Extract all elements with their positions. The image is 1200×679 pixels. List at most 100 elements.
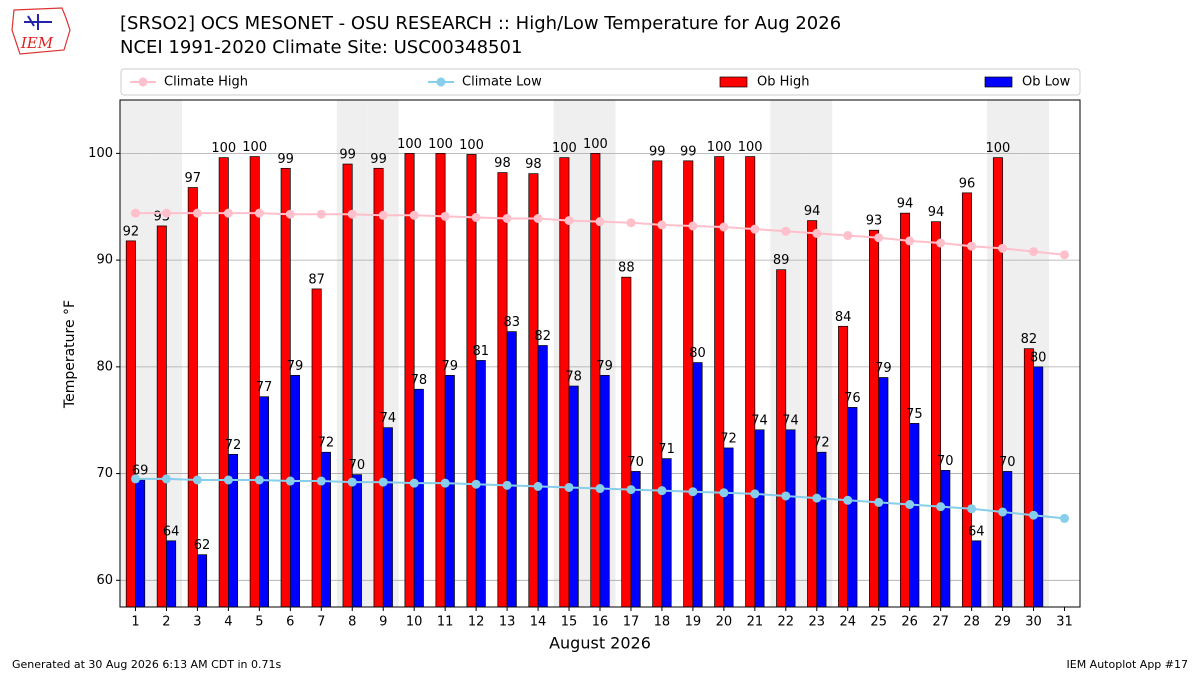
x-tick-label: 23 bbox=[809, 615, 826, 630]
legend-label: Ob High bbox=[757, 75, 810, 90]
x-tick-label: 13 bbox=[499, 615, 516, 630]
x-tick-label: 5 bbox=[255, 615, 263, 630]
bar bbox=[745, 156, 756, 608]
bar bbox=[466, 154, 477, 608]
bar-value-label: 100 bbox=[397, 137, 422, 152]
y-tick-label: 80 bbox=[96, 359, 113, 374]
x-tick-label: 31 bbox=[1056, 615, 1073, 630]
bar bbox=[869, 229, 880, 608]
footer-left: Generated at 30 Aug 2026 6:13 AM CDT in … bbox=[12, 658, 281, 671]
x-tick-label: 25 bbox=[870, 615, 887, 630]
bar bbox=[723, 447, 734, 608]
bar bbox=[847, 407, 858, 608]
bar-value-label: 80 bbox=[1030, 350, 1047, 365]
legend-label: Ob Low bbox=[1022, 75, 1071, 90]
x-tick-label: 26 bbox=[901, 615, 918, 630]
y-axis-label: Temperature °F bbox=[62, 300, 78, 409]
x-tick-label: 1 bbox=[131, 615, 139, 630]
x-tick-label: 4 bbox=[224, 615, 232, 630]
line-marker bbox=[967, 241, 977, 251]
y-tick-label: 100 bbox=[88, 146, 113, 161]
bar bbox=[197, 554, 208, 608]
x-tick-label: 3 bbox=[193, 615, 201, 630]
bar-value-label: 81 bbox=[473, 344, 490, 359]
line-marker bbox=[719, 222, 729, 232]
x-tick-label: 28 bbox=[963, 615, 980, 630]
bar bbox=[382, 427, 393, 608]
line-marker bbox=[502, 213, 512, 223]
y-tick-label: 90 bbox=[96, 253, 113, 268]
legend-label: Climate High bbox=[164, 75, 248, 90]
bar-value-label: 70 bbox=[349, 458, 366, 473]
bar-value-label: 78 bbox=[411, 373, 428, 388]
line-marker bbox=[130, 474, 140, 484]
bar-value-label: 100 bbox=[428, 137, 453, 152]
logo-text: IEM bbox=[20, 34, 54, 52]
bar-value-label: 84 bbox=[835, 310, 852, 325]
bar-value-label: 64 bbox=[968, 524, 985, 539]
x-tick-label: 8 bbox=[348, 615, 356, 630]
line-marker bbox=[812, 228, 822, 238]
bar-value-label: 100 bbox=[211, 141, 236, 156]
bar-value-label: 82 bbox=[1021, 332, 1038, 347]
line-marker bbox=[998, 243, 1008, 253]
line-marker bbox=[285, 209, 295, 219]
x-tick-label: 14 bbox=[530, 615, 547, 630]
line-marker bbox=[471, 212, 481, 222]
bar-value-label: 96 bbox=[959, 176, 976, 191]
line-marker bbox=[1029, 510, 1039, 520]
line-marker bbox=[440, 211, 450, 221]
chart-subtitle: NCEI 1991-2020 Climate Site: USC00348501 bbox=[120, 37, 522, 58]
bar-value-label: 100 bbox=[583, 137, 608, 152]
line-marker bbox=[223, 208, 233, 218]
legend-label: Climate Low bbox=[462, 75, 542, 90]
bar-value-label: 100 bbox=[459, 138, 484, 153]
legend-marker bbox=[436, 77, 446, 87]
bar bbox=[125, 240, 136, 608]
line-marker bbox=[1060, 513, 1070, 523]
line-marker bbox=[657, 220, 667, 230]
bar bbox=[692, 362, 703, 608]
bar bbox=[1033, 366, 1044, 608]
line-marker bbox=[905, 236, 915, 246]
bar bbox=[289, 375, 300, 608]
bar-value-label: 79 bbox=[596, 359, 613, 374]
bar bbox=[909, 423, 920, 608]
bar bbox=[218, 157, 229, 608]
bar-value-label: 72 bbox=[813, 436, 830, 451]
x-tick-label: 29 bbox=[994, 615, 1011, 630]
bar bbox=[166, 540, 177, 608]
x-tick-label: 2 bbox=[162, 615, 170, 630]
bar-value-label: 76 bbox=[844, 391, 861, 406]
line-marker bbox=[130, 208, 140, 218]
line-marker bbox=[223, 475, 233, 485]
legend-marker bbox=[138, 77, 148, 87]
bar-value-label: 78 bbox=[565, 370, 582, 385]
x-axis-label: August 2026 bbox=[549, 634, 651, 653]
x-tick-label: 11 bbox=[437, 615, 454, 630]
line-marker bbox=[192, 208, 202, 218]
bar-value-label: 72 bbox=[225, 438, 242, 453]
bar-value-label: 72 bbox=[318, 436, 335, 451]
x-tick-label: 15 bbox=[561, 615, 578, 630]
bar bbox=[785, 429, 796, 608]
bar bbox=[506, 331, 517, 608]
line-marker bbox=[874, 497, 884, 507]
line-marker bbox=[657, 486, 667, 496]
line-marker bbox=[564, 482, 574, 492]
bar-value-label: 80 bbox=[689, 346, 706, 361]
legend-swatch bbox=[984, 76, 1013, 88]
bar bbox=[568, 385, 579, 608]
bar-value-label: 94 bbox=[928, 205, 945, 220]
x-tick-label: 30 bbox=[1025, 615, 1042, 630]
bar bbox=[435, 153, 446, 608]
line-marker bbox=[161, 208, 171, 218]
bar bbox=[754, 429, 765, 608]
bar bbox=[807, 220, 818, 608]
bar bbox=[776, 269, 787, 608]
line-marker bbox=[347, 209, 357, 219]
bar-value-label: 98 bbox=[494, 156, 511, 171]
bar-value-label: 94 bbox=[897, 197, 914, 212]
logo: IEM bbox=[11, 7, 71, 55]
